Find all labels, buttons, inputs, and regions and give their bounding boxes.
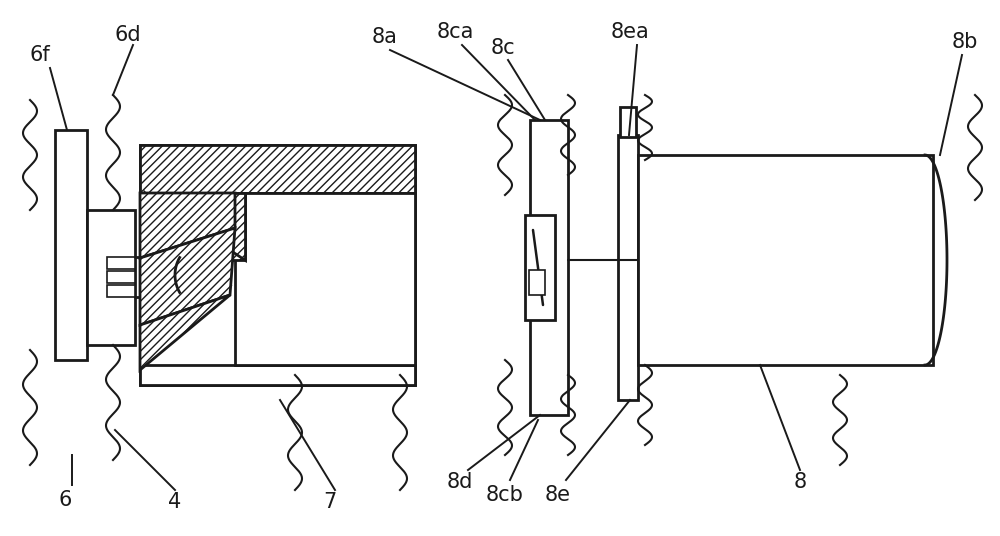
Text: 8e: 8e (545, 485, 571, 505)
Bar (140, 365, 415, 385)
Bar (140, 145, 415, 193)
Bar (620, 107, 636, 137)
Bar (87, 210, 135, 345)
Text: 8c: 8c (491, 38, 515, 58)
Bar (107, 271, 135, 283)
Polygon shape (145, 193, 245, 260)
Polygon shape (140, 228, 235, 325)
Text: 8cb: 8cb (486, 485, 524, 505)
Bar (235, 193, 415, 365)
Text: 6f: 6f (30, 45, 50, 65)
Bar (638, 155, 933, 365)
Text: 8d: 8d (447, 472, 473, 492)
Polygon shape (140, 193, 235, 258)
Bar (140, 145, 415, 385)
Polygon shape (145, 193, 245, 260)
Text: 8a: 8a (372, 27, 398, 47)
Bar (107, 285, 135, 297)
Text: 7: 7 (323, 492, 337, 512)
Text: 8ca: 8ca (436, 22, 474, 42)
Bar (618, 135, 638, 400)
Text: 8b: 8b (952, 32, 978, 52)
Bar (107, 257, 135, 269)
Text: 8ea: 8ea (611, 22, 649, 42)
Bar (525, 215, 555, 320)
Bar (55, 130, 87, 360)
Text: 8: 8 (793, 472, 807, 492)
Text: 6d: 6d (115, 25, 141, 45)
Bar (529, 270, 545, 295)
Text: 4: 4 (168, 492, 182, 512)
Bar (530, 120, 568, 415)
Polygon shape (140, 295, 230, 370)
Polygon shape (145, 193, 230, 315)
Text: 6: 6 (58, 490, 72, 510)
